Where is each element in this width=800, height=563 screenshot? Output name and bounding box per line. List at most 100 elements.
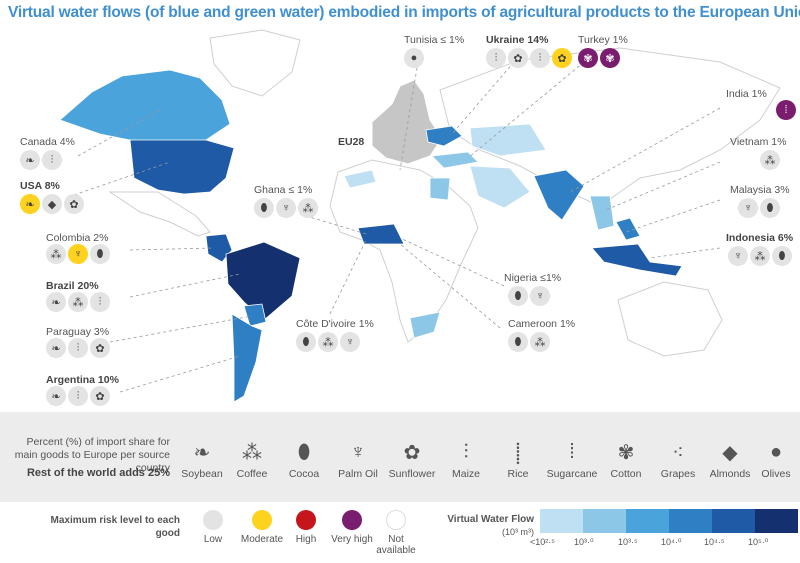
sunflower-icon: ✿	[90, 338, 110, 358]
grapes-icon: ⁖	[672, 441, 684, 464]
canada-region	[59, 69, 231, 143]
coffee-icon: ⁂	[530, 332, 550, 352]
country-label-nigeria: Nigeria ≤1%	[504, 272, 562, 284]
world-map	[59, 29, 781, 403]
egypt-region	[429, 177, 451, 201]
maize-icon: ⫶	[68, 386, 88, 406]
connector-tunisia	[399, 49, 421, 171]
scale-tick-6: 10⁵·⁰	[748, 537, 769, 547]
goods-icons-nigeria: ⬮ ♆	[508, 286, 550, 306]
scale-tick-1: <10²·⁵	[530, 537, 555, 547]
country-label-malaysia: Malaysia 3%	[730, 184, 790, 196]
india-region	[533, 169, 585, 221]
risk-high: High	[282, 510, 330, 545]
connector-turkey	[467, 61, 585, 159]
paraguay-region	[243, 303, 267, 327]
country-label-ukraine: Ukraine 14%	[486, 34, 549, 46]
maize-icon: ⫶	[530, 48, 550, 68]
page-title: Virtual water flows (of blue and green w…	[8, 4, 800, 21]
connector-malaysia	[625, 199, 721, 233]
connector-brazil	[129, 273, 241, 298]
maize-icon: ⫶	[486, 48, 506, 68]
risk-very-high-swatch	[342, 510, 362, 530]
greenland	[209, 29, 301, 97]
connector-usa	[73, 161, 171, 196]
country-label-india: India 1%	[726, 88, 767, 100]
sunflower-icon: ✿	[64, 194, 84, 214]
legend-good-sugarcane: ⁞ Sugarcane	[544, 438, 600, 481]
goods-icons-argentina: ❧ ⫶ ✿	[46, 386, 110, 406]
soybean-icon: ❧	[46, 338, 66, 358]
goods-icons-turkey: ✾ ✾	[578, 48, 620, 68]
middle-east-region	[469, 165, 531, 209]
eu28-region	[371, 79, 443, 165]
cocoa-icon: ⬮	[508, 332, 528, 352]
sugarcane-icon: ⁞	[569, 440, 575, 463]
coffee-icon: ⁂	[318, 332, 338, 352]
connector-indonesia	[649, 247, 721, 259]
goods-icons-cote-divoire: ⬮ ⁂ ♆	[296, 332, 360, 352]
connector-india	[569, 107, 721, 193]
palm-oil-icon: ♆	[68, 244, 88, 264]
cocoa-icon: ⬮	[772, 246, 792, 266]
cotton-icon: ✾	[578, 48, 598, 68]
risk-moderate: Moderate	[238, 510, 286, 545]
sunflower-icon: ✿	[403, 441, 421, 464]
cocoa-icon: ⬮	[254, 198, 274, 218]
goods-icons-ukraine: ⫶ ✿ ⫶ ✿	[486, 48, 572, 68]
connector-cameroon	[399, 243, 501, 329]
coffee-icon: ⁂	[750, 246, 770, 266]
sunflower-icon: ✿	[552, 48, 572, 68]
country-label-brazil: Brazil 20%	[46, 280, 99, 292]
connector-vietnam	[605, 161, 721, 211]
risk-legend-title: Maximum risk level to each good	[50, 515, 180, 539]
country-label-vietnam: Vietnam 1%	[730, 136, 787, 148]
maize-icon: ⫶	[463, 440, 469, 463]
almonds-icon: ◆	[722, 441, 738, 464]
sunflower-icon: ✿	[90, 386, 110, 406]
argentina-region	[231, 313, 263, 403]
legend-good-sunflower: ✿ Sunflower	[384, 438, 440, 481]
risk-low-swatch	[203, 510, 223, 530]
coffee-icon: ⁂	[68, 292, 88, 312]
palm-oil-icon: ♆	[728, 246, 748, 266]
scale-tick-5: 10⁴·⁵	[704, 537, 725, 547]
legend-good-rice: ⸽ Rice	[490, 438, 546, 481]
country-label-cameroon: Cameroon 1%	[508, 318, 576, 330]
legend-good-coffee: ⁂ Coffee	[224, 438, 280, 481]
usa-region	[129, 139, 235, 195]
country-label-paraguay: Paraguay 3%	[46, 326, 110, 338]
indonesia-region	[591, 243, 683, 277]
connector-nigeria	[399, 237, 505, 287]
soybean-icon: ❧	[20, 150, 40, 170]
west-africa-region	[357, 223, 405, 245]
scale-swatch-3	[626, 509, 669, 533]
maghreb-region	[343, 169, 377, 189]
central-asia-region	[469, 123, 547, 157]
malaysia-region	[615, 217, 641, 241]
ukraine-region	[425, 125, 463, 147]
palm-oil-icon: ♆	[340, 332, 360, 352]
legend-good-cotton: ✾ Cotton	[598, 438, 654, 481]
scale-swatch-4	[669, 509, 712, 533]
goods-icons-indonesia: ♆ ⁂ ⬮	[728, 246, 792, 266]
palm-oil-icon: ♆	[350, 440, 366, 463]
maize-icon: ⫶	[90, 292, 110, 312]
goods-icons-canada: ❧ ⫶	[20, 150, 62, 170]
cocoa-icon: ⬮	[297, 440, 311, 463]
cocoa-icon: ⬮	[760, 198, 780, 218]
risk-not-available: Not available	[372, 510, 420, 556]
coffee-icon: ⁂	[46, 244, 66, 264]
scale-swatch-1	[540, 509, 583, 533]
country-label-canada: Canada 4%	[20, 136, 75, 148]
cotton-icon: ✾	[617, 441, 635, 464]
goods-icons-vietnam: ⁂	[760, 150, 780, 170]
goods-icons-ghana: ⬮ ♆ ⁂	[254, 198, 318, 218]
risk-low: Low	[189, 510, 237, 545]
scale-swatch-2	[583, 509, 626, 533]
connector-canada	[77, 109, 161, 157]
turkey-region	[431, 151, 479, 169]
palm-oil-icon: ♆	[738, 198, 758, 218]
scale-tick-2: 10³·⁰	[574, 537, 594, 547]
connector-colombia	[129, 247, 215, 251]
